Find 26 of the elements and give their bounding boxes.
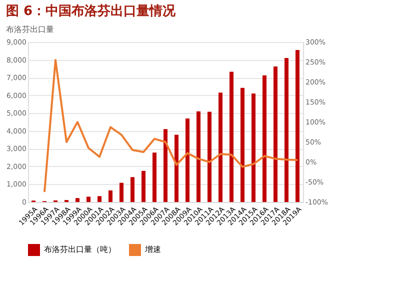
bar <box>142 170 146 202</box>
bar <box>76 198 80 202</box>
bar <box>152 152 156 202</box>
bar <box>284 58 288 202</box>
chart-subtitle: 布洛芬出口量 <box>6 25 54 34</box>
bar <box>252 94 256 202</box>
chart-title: 图 6：中国布洛芬出口量情况 <box>6 4 177 19</box>
line-series <box>44 59 298 193</box>
bar <box>120 182 124 202</box>
bar <box>164 129 168 202</box>
bar <box>274 66 278 202</box>
bar <box>240 88 244 202</box>
legend-label: 布洛芬出口量（吨） <box>44 245 116 254</box>
bar <box>86 196 90 202</box>
bar <box>230 72 234 202</box>
bar <box>296 50 300 202</box>
legend-label: 增速 <box>144 245 161 254</box>
bar <box>262 75 266 202</box>
bar <box>130 177 134 202</box>
bar <box>98 196 102 202</box>
bar <box>174 134 178 202</box>
bar <box>218 92 222 202</box>
bar <box>108 190 112 202</box>
bar <box>196 111 200 202</box>
bar <box>208 112 212 202</box>
bar <box>186 118 190 202</box>
